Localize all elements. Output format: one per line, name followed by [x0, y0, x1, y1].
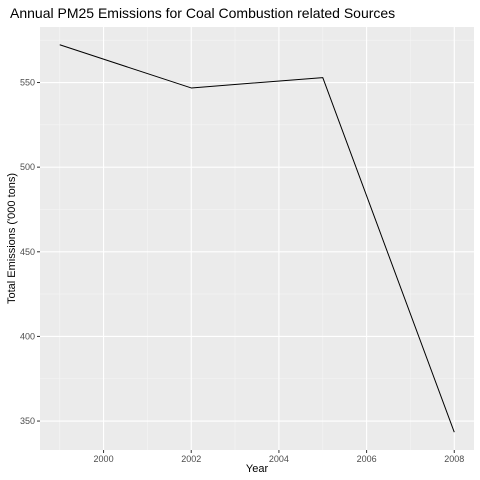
y-tick-label: 550: [20, 78, 35, 88]
y-tick-label: 500: [20, 162, 35, 172]
y-axis: 350 400 450 500 550: [20, 78, 40, 427]
x-tick-label: 2004: [269, 454, 289, 464]
y-tick-label: 400: [20, 331, 35, 341]
y-tick-label: 450: [20, 247, 35, 257]
x-axis: 2000 2002 2004 2006 2008: [94, 450, 465, 464]
x-tick-label: 2002: [181, 454, 201, 464]
y-tick-label: 350: [20, 416, 35, 426]
x-tick-label: 2006: [357, 454, 377, 464]
x-axis-title: Year: [246, 463, 269, 475]
chart-title: Annual PM25 Emissions for Coal Combustio…: [10, 5, 395, 21]
plot-panel: [40, 27, 474, 450]
x-tick-label: 2000: [94, 454, 114, 464]
y-axis-title: Total Emissions ('000 tons): [6, 173, 18, 304]
x-tick-label: 2008: [444, 454, 464, 464]
